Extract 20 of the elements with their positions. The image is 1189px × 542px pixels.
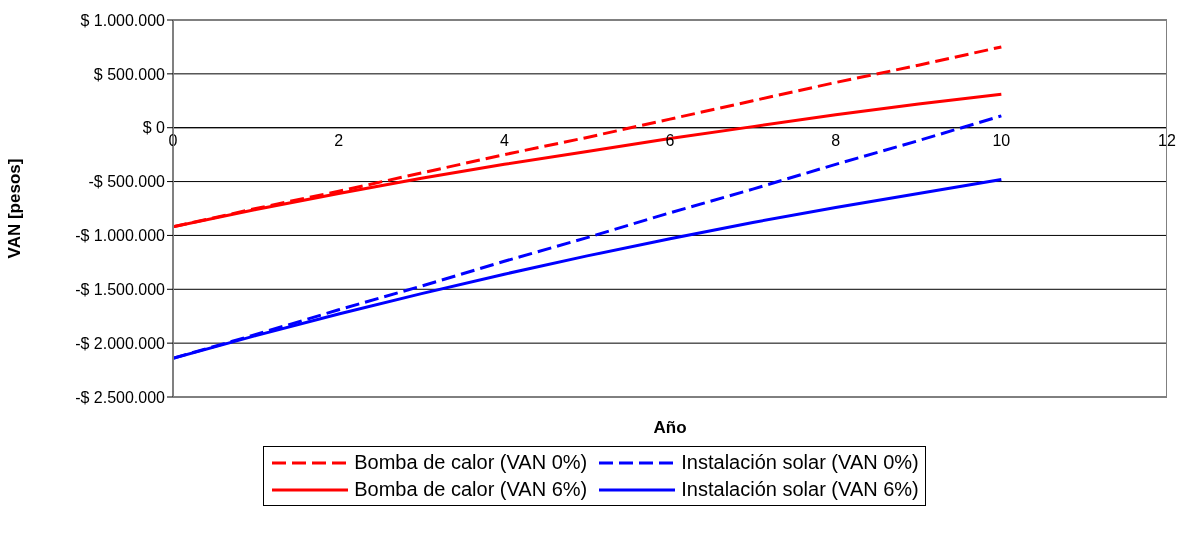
x-tick-label: 8 — [831, 131, 841, 149]
x-tick-label: 2 — [334, 131, 344, 149]
legend-label: Instalación solar (VAN 0%) — [681, 451, 919, 474]
x-axis-title: Año — [652, 418, 688, 438]
legend-label: Bomba de calor (VAN 0%) — [354, 451, 588, 474]
x-tick-label: 12 — [1158, 131, 1176, 149]
x-tick-label: 4 — [499, 131, 509, 149]
y-tick-label: $ 500.000 — [93, 65, 166, 83]
legend-label: Bomba de calor (VAN 6%) — [354, 478, 588, 501]
y-tick-label: -$ 1.500.000 — [75, 280, 166, 298]
x-tick-label: 10 — [992, 131, 1011, 149]
y-tick-label: $ 0 — [142, 119, 166, 137]
legend-label: Instalación solar (VAN 6%) — [681, 478, 919, 501]
y-tick-label: -$ 2.000.000 — [75, 334, 166, 352]
y-tick-label: $ 1.000.000 — [80, 11, 166, 29]
y-tick-label: -$ 2.500.000 — [75, 388, 166, 406]
y-tick-label: -$ 1.000.000 — [75, 227, 166, 245]
x-tick-label: 0 — [168, 131, 178, 149]
y-axis-title: VAN [pesos] — [5, 158, 25, 259]
y-tick-label: -$ 500.000 — [88, 173, 166, 191]
